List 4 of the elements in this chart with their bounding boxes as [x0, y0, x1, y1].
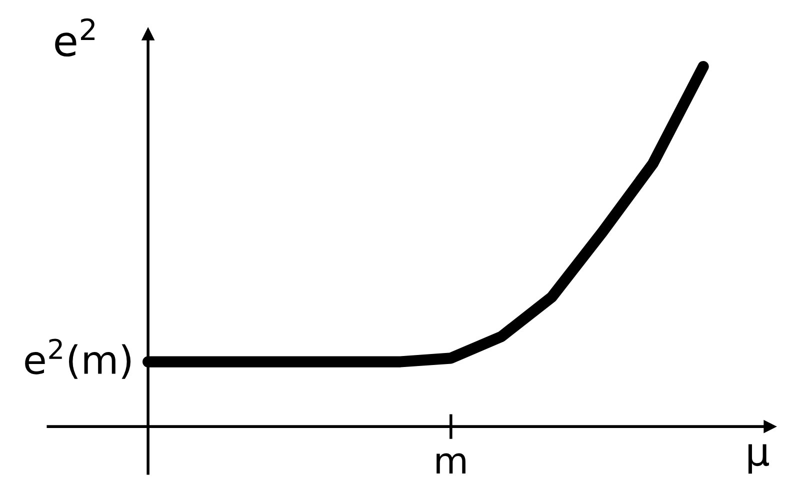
- y-axis-title: e$^{2}$: [55, 18, 94, 57]
- x-axis-title: μ: [748, 444, 769, 474]
- text: m: [436, 453, 466, 474]
- annotation: e$^{2}$(m): [25, 338, 131, 379]
